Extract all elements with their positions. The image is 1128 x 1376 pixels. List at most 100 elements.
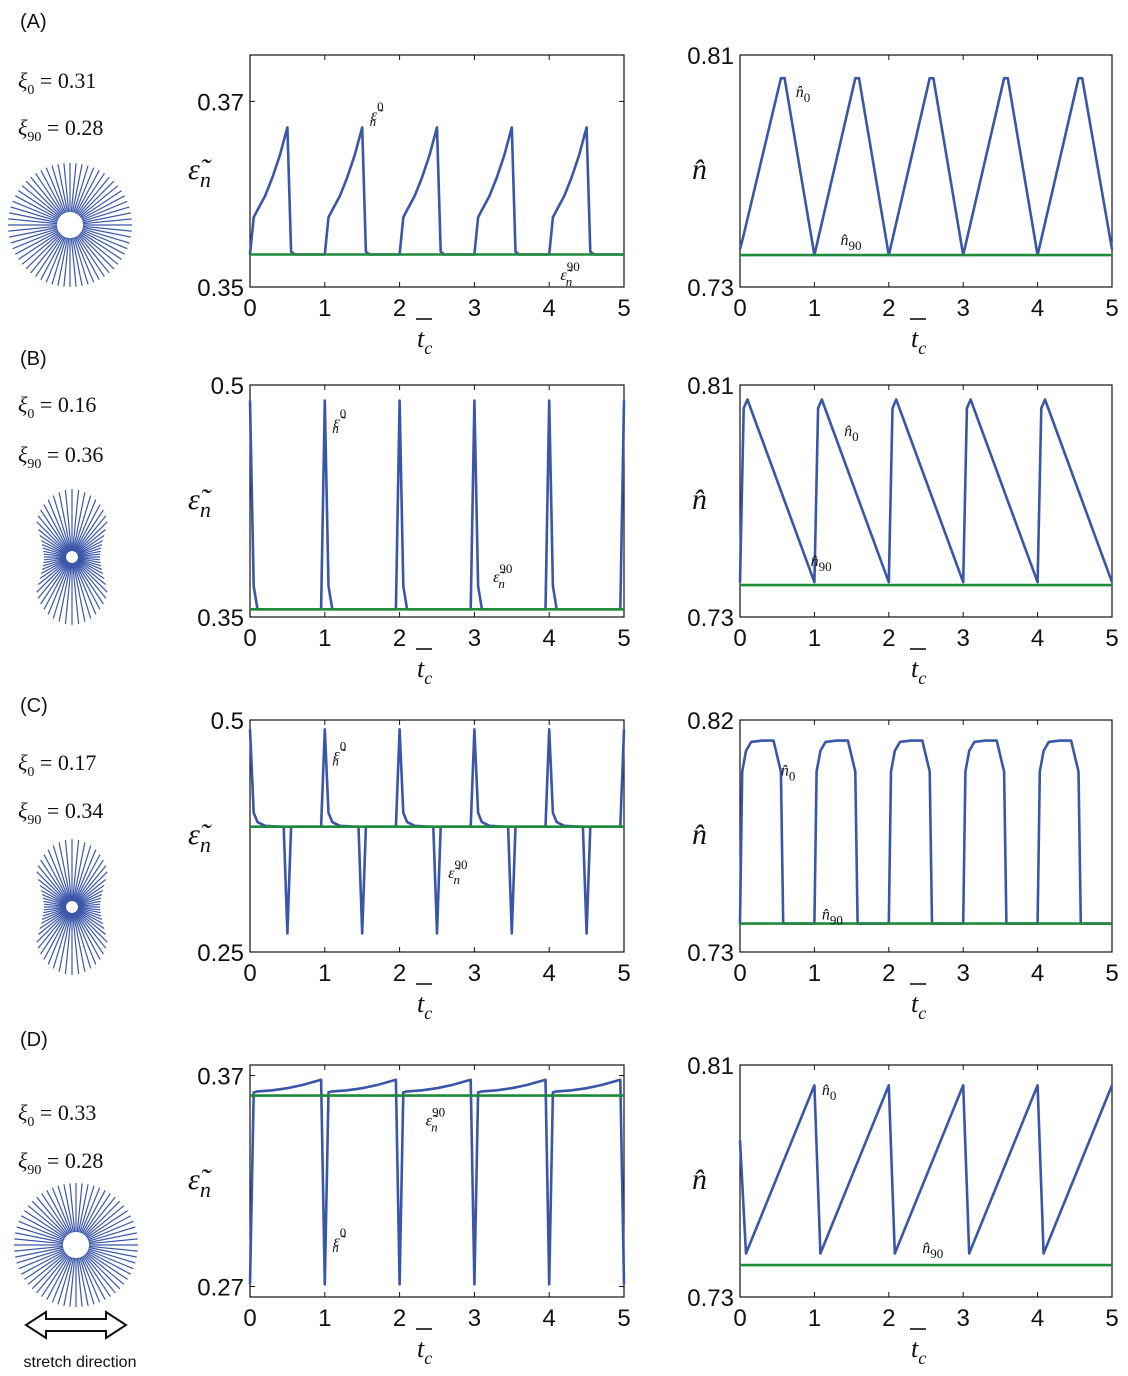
panel-label: (C) [20,695,48,717]
y-axis-label: ε̃n [188,483,212,522]
y-tick-label: 0.73 [687,275,734,302]
fiber-line [43,900,67,907]
xi0-text: ξ0 = 0.16 [18,392,96,422]
fiber-line [51,1256,72,1303]
fiber-line [81,195,125,220]
fiber-line [24,1210,66,1239]
fiber-line [88,1245,138,1252]
x-tick-label: 4 [543,295,556,322]
x-tick-label: 0 [243,295,256,322]
x-tick-label: 2 [882,295,895,322]
fiber-line [37,561,69,599]
fiber-line [71,237,83,286]
fiber-line [16,1226,64,1242]
fiber-line [72,492,86,552]
fiber-line [63,1184,75,1233]
fiber-line [81,200,128,221]
fiber-line [47,849,71,902]
y-tick-label: 0.27 [197,1274,244,1301]
fiber-line [77,558,103,570]
fiber-line [86,1210,128,1239]
fiber-hourglass-icon [36,839,108,975]
fiber-line [75,865,107,903]
fiber-line [72,562,86,622]
fiber-line [77,907,101,911]
fiber-line [31,1253,68,1290]
fiber-line [79,185,119,218]
fiber-line [79,1257,95,1305]
fiber-line [43,553,67,557]
fiber-line [40,909,67,925]
fiber-line [77,550,101,557]
fiber-line [47,912,71,965]
fiber-line [73,499,97,552]
x-tick-label: 5 [617,625,630,652]
xi90-text: ξ90 = 0.34 [18,798,103,828]
fiber-line [58,562,72,622]
fiber-line [36,871,69,904]
y-axis-label: n̂ [692,153,707,186]
fiber-line [81,1190,106,1234]
fiber-line [77,1184,89,1233]
fiber-line [40,911,70,955]
fiber-line [52,562,71,619]
fiber-line [73,912,92,969]
series-line-main [248,1078,626,1286]
fiber-line [77,176,110,216]
fiber-line [10,206,58,222]
fiber-line [57,164,69,213]
x-tick-label: 3 [957,625,970,652]
fiber-line [18,190,60,219]
x-tick-label: 5 [617,295,630,322]
fiber-line [77,547,102,556]
fiber-line [76,1183,83,1233]
fiber-line [40,859,70,903]
fiber-line [40,889,67,905]
fiber-line [79,232,119,265]
fiber-line [82,218,132,225]
y-tick-label: 0.5 [211,708,244,735]
y-tick-label: 0.81 [687,1053,734,1080]
fiber-line [52,845,71,902]
y-axis-label: ε̃n [188,153,212,192]
x-tick-label: 3 [468,295,481,322]
series-line-main [738,76,1114,257]
y-tick-label: 0.73 [687,605,734,632]
fiber-line [30,176,63,216]
fiber-line [43,557,67,564]
row-c: (C) ξ0 = 0.17 ξ90 = 0.34 0 1 2 3 4 5 0.5 0.25 tc ε̃n… [18,695,1119,1023]
fiber-line [74,504,101,552]
x-tick-label: 1 [808,625,821,652]
fiber-line [37,515,69,553]
fiber-line [76,879,106,904]
plot-A-right: 0 1 2 3 4 5 0.81 0.73 tc n̂ n̂0 n̂90 [687,43,1118,358]
fiber-line [47,499,71,552]
fiber-line [31,1200,68,1237]
fiber-line [74,562,101,610]
y-tick-label: 0.81 [687,43,734,70]
stretch-direction-label: stretch direction [24,1354,137,1371]
fiber-line [43,504,70,552]
x-axis-label: tc [911,654,926,688]
fiber-line [77,909,104,925]
fiber-line [27,1252,67,1285]
fiber-line [15,1246,64,1258]
xi90-text: ξ90 = 0.36 [18,442,103,472]
fiber-line [18,1249,65,1270]
fiber-line [43,903,67,907]
fiber-line [88,1246,137,1258]
x-tick-label: 4 [543,960,556,987]
x-axis-label: tc [911,324,926,358]
fiber-line [76,235,105,277]
fiber-line [86,1251,128,1280]
fiber-line [77,559,104,575]
fiber-line [43,562,70,610]
fiber-line [39,559,68,579]
plot-frame [739,384,1113,618]
x-tick-label: 5 [617,1305,630,1332]
fiber-line [42,908,67,917]
fiber-line [15,1232,64,1244]
fiber-line [80,190,122,219]
fiber-line [52,912,71,969]
